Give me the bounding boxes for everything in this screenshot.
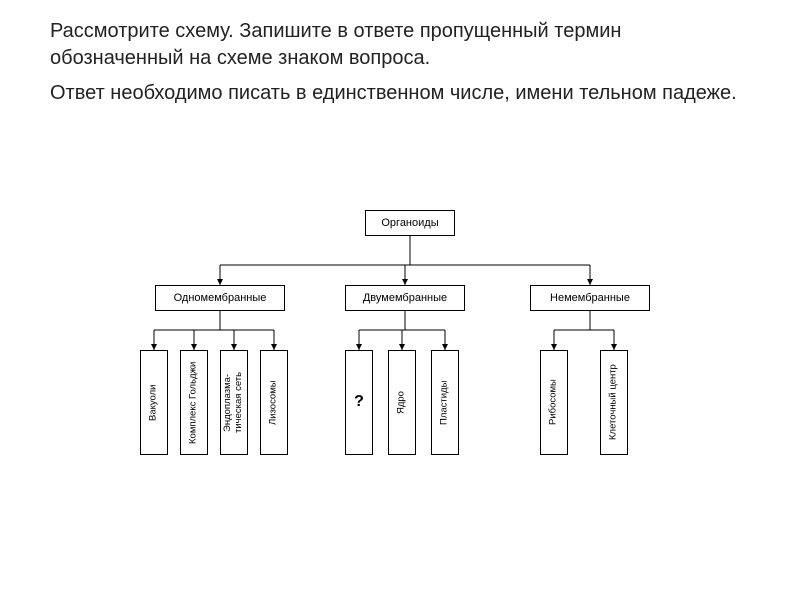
hierarchy-diagram: Органоиды Одномембранные Двумембранные Неме… [100, 210, 720, 515]
node-root: Органоиды [365, 210, 455, 236]
node-cat2: Двумембранные [345, 285, 465, 311]
node-l7: Пластиды [431, 350, 459, 455]
node-l5: ? [345, 350, 373, 455]
node-l3: Эндоплазма- тическая сеть [220, 350, 248, 455]
node-cat3: Немембранные [530, 285, 650, 311]
node-cat1: Одномембранные [155, 285, 285, 311]
node-l2: Комплекс Гольджи [180, 350, 208, 455]
node-l1: Вакуоли [140, 350, 168, 455]
node-l8: Рибосомы [540, 350, 568, 455]
node-l9: Клеточный центр [600, 350, 628, 455]
node-l4: Лизосомы [260, 350, 288, 455]
instruction-line-2: Ответ необходимо писать в единственном ч… [50, 80, 740, 107]
instructions-block: Рассмотрите схему. Запишите в ответе про… [50, 18, 740, 107]
instruction-line-1: Рассмотрите схему. Запишите в ответе про… [50, 18, 740, 72]
node-l6: Ядро [388, 350, 416, 455]
